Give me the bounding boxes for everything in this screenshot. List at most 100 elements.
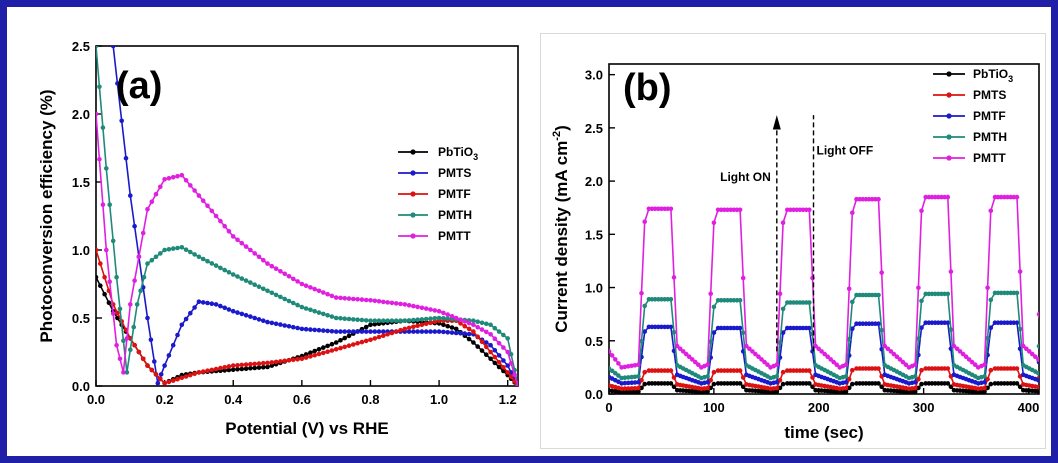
b-point-pmtt — [622, 364, 628, 370]
b-point-pmtf — [945, 320, 951, 326]
b-point-pmth — [919, 298, 924, 304]
b-point-pmtf — [737, 325, 743, 331]
a-point-pmtt — [97, 157, 102, 162]
a-point-pmts — [155, 381, 161, 386]
a-point-pmts — [496, 353, 502, 358]
a-point-pmtt — [512, 372, 517, 378]
a-point-pmtt — [508, 361, 514, 366]
a-legend-label: PMTS — [438, 166, 471, 180]
b-point-pmtt — [951, 343, 957, 349]
b-point-pmtf — [929, 320, 935, 326]
a-point-pmth — [342, 316, 348, 322]
a-point-pmts — [355, 329, 360, 334]
b-point-pmtt — [942, 194, 947, 200]
a-point-pmts — [441, 329, 446, 335]
a-point-pmtf — [278, 359, 283, 364]
a-point-pmtt — [239, 240, 245, 246]
b-point-pmth — [652, 297, 658, 302]
b-point-pmtt — [674, 343, 680, 349]
a-point-pbtio — [106, 300, 112, 306]
a-point-pmtf — [115, 310, 120, 316]
b-point-pmtt — [903, 362, 909, 368]
a-point-pmts — [359, 329, 365, 334]
b-point-pmth — [1005, 290, 1010, 296]
a-point-pmtf — [351, 342, 356, 347]
b-point-pmtt — [747, 346, 752, 352]
b-point-pmtf — [718, 325, 724, 331]
b-point-pbtio — [731, 381, 737, 386]
a-y-axis-label: Photoconversion efficiency (%) — [37, 89, 56, 342]
b-point-pmth — [665, 297, 670, 302]
a-point-pmtf — [239, 362, 245, 368]
a-point-pmts — [423, 329, 429, 334]
a-point-pmtf — [291, 357, 296, 363]
a-point-pmtt — [355, 297, 360, 302]
a-point-pmth — [235, 274, 240, 279]
b-point-pmth — [622, 375, 628, 381]
b-point-pmtf — [919, 325, 924, 331]
b-point-pbtio — [737, 381, 743, 386]
a-point-pbtio — [256, 365, 262, 370]
a-point-pmts — [230, 308, 236, 314]
a-point-pmts — [248, 314, 253, 319]
a-point-pmts — [196, 299, 202, 305]
a-point-pmtt — [329, 293, 335, 299]
a-point-pmtf — [376, 334, 382, 340]
a-point-pbtio — [445, 323, 451, 329]
b-point-pmtf — [705, 380, 710, 385]
a-point-pmth — [402, 318, 408, 324]
a-point-pmth — [261, 286, 266, 292]
b-point-pmtf — [622, 380, 628, 386]
a-point-pmth — [505, 336, 511, 341]
b-point-pmtt — [879, 270, 884, 275]
a-point-pmtf — [505, 370, 511, 375]
a-point-pmth — [269, 290, 275, 296]
a-point-pmtt — [128, 302, 133, 307]
b-legend-label: PMTS — [973, 88, 1006, 102]
a-plot-frame — [95, 45, 519, 387]
a-point-pbtio — [261, 365, 266, 370]
a-point-pbtio — [269, 363, 275, 368]
a-point-pmtt — [432, 308, 438, 313]
a-point-pmts — [166, 353, 172, 358]
b-point-pmtt — [725, 207, 730, 213]
a-point-pbtio — [372, 322, 378, 327]
b-point-pmth — [718, 298, 724, 303]
a-xtick-label: 1.2 — [499, 392, 517, 407]
b-point-pmth — [800, 300, 806, 305]
a-point-pmth — [372, 318, 378, 324]
a-point-pmtf — [261, 360, 266, 366]
b-point-pmth — [711, 304, 717, 310]
a-point-pmtf — [213, 366, 219, 372]
b-xtick-label: 300 — [913, 400, 935, 415]
a-point-pmts — [183, 316, 189, 322]
b-plot-frame — [608, 63, 1040, 395]
b-legend-label: PbTiO3 — [973, 67, 1013, 84]
a-point-pmtf — [188, 372, 193, 378]
a-point-pmts — [226, 307, 232, 312]
a-point-pbtio — [338, 338, 343, 343]
b-point-pmts — [807, 368, 812, 373]
a-point-pmtf — [325, 349, 330, 355]
b-point-pmtt — [689, 357, 695, 362]
a-point-pmth — [308, 307, 313, 313]
b-point-pmtt — [756, 354, 761, 360]
b-point-pbtio — [1014, 381, 1020, 386]
b-point-pmts — [718, 368, 724, 373]
b-point-pmts — [632, 386, 638, 391]
b-point-pmth — [731, 298, 737, 303]
a-point-pmts — [145, 315, 150, 321]
b-point-pmtf — [936, 320, 941, 326]
b-point-pbtio — [1017, 384, 1023, 390]
a-point-pmtt — [110, 311, 116, 316]
a-point-pmtf — [175, 376, 180, 382]
b-point-pbtio — [1042, 389, 1045, 394]
a-legend-marker — [410, 170, 416, 176]
b-point-pmtf — [850, 326, 855, 332]
b-point-pmth — [708, 339, 713, 345]
a-point-pmtt — [402, 302, 408, 307]
a-point-pmts — [338, 329, 343, 334]
b-point-pmtt — [998, 194, 1004, 200]
a-point-pmts — [488, 342, 493, 348]
b-point-pmts — [794, 368, 799, 373]
